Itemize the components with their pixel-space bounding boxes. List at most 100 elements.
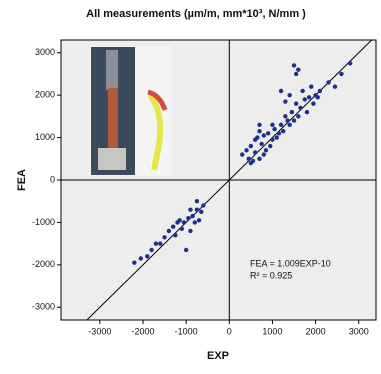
- point: [179, 226, 185, 231]
- point: [298, 105, 303, 111]
- point: [145, 254, 150, 259]
- photo-base: [98, 148, 126, 170]
- point: [246, 156, 251, 161]
- point: [149, 247, 154, 253]
- point: [347, 61, 353, 66]
- point: [300, 88, 305, 94]
- point: [296, 114, 301, 119]
- point: [306, 95, 312, 100]
- point: [252, 150, 258, 155]
- point: [270, 122, 275, 128]
- point: [311, 101, 316, 106]
- point: [268, 143, 273, 149]
- point: [304, 109, 310, 115]
- point: [244, 148, 249, 153]
- point: [291, 118, 297, 123]
- point: [153, 241, 159, 246]
- y-axis-label: FEA: [16, 169, 28, 191]
- x-tick-label: 0: [227, 326, 232, 336]
- point: [196, 218, 202, 223]
- point: [177, 218, 182, 223]
- y-tick-label: 3000: [35, 47, 55, 57]
- diagonal-line: [86, 39, 373, 321]
- point: [192, 220, 197, 225]
- point: [259, 141, 264, 147]
- point: [248, 143, 254, 149]
- fe-model: [147, 93, 164, 171]
- y-tick-label: -3000: [32, 302, 55, 312]
- point: [339, 71, 344, 77]
- y-tick-label: 1000: [35, 132, 55, 142]
- fe-model-hot: [147, 89, 168, 111]
- point: [132, 260, 137, 265]
- equation: FEA = 1.009EXP-10: [250, 258, 331, 268]
- point: [278, 122, 284, 128]
- point: [332, 84, 338, 89]
- point: [170, 224, 176, 229]
- point: [257, 122, 262, 128]
- point: [287, 92, 292, 98]
- point: [188, 228, 193, 234]
- point: [162, 235, 167, 240]
- point: [315, 95, 320, 100]
- point: [289, 109, 295, 115]
- point: [190, 213, 195, 219]
- point: [188, 207, 193, 212]
- point: [296, 67, 301, 72]
- x-tick-label: 1000: [262, 326, 282, 336]
- point: [248, 160, 254, 166]
- point: [201, 203, 206, 208]
- y-tick-label: -2000: [32, 259, 55, 269]
- point: [283, 114, 288, 119]
- point: [194, 207, 200, 212]
- photo-specimen: [108, 88, 118, 148]
- point: [199, 209, 204, 215]
- point: [293, 71, 299, 77]
- point: [278, 88, 284, 94]
- y-tick-label: 0: [50, 174, 55, 184]
- x-tick-label: -1000: [175, 326, 198, 336]
- point: [186, 215, 191, 221]
- inset-photo: [90, 46, 172, 176]
- y-tick-label: 2000: [35, 90, 55, 100]
- point: [309, 84, 314, 89]
- y-tick-label: -1000: [32, 217, 55, 227]
- point: [138, 256, 144, 261]
- point: [276, 131, 282, 136]
- point: [281, 129, 286, 134]
- point: [257, 156, 262, 161]
- x-axis-label: EXP: [207, 350, 229, 362]
- point: [261, 152, 267, 157]
- point: [257, 129, 262, 134]
- point: [240, 152, 245, 157]
- chart-title: All measurements (µm/m, mm*10³, N/mm ): [86, 8, 306, 20]
- point: [166, 228, 172, 234]
- point: [263, 148, 269, 153]
- photo-fixture: [106, 50, 118, 90]
- point: [261, 133, 267, 138]
- point: [173, 232, 178, 238]
- point: [291, 63, 297, 68]
- point: [283, 99, 288, 104]
- point: [194, 199, 200, 204]
- point: [326, 80, 331, 85]
- point: [302, 97, 308, 102]
- x-tick-label: 3000: [349, 326, 369, 336]
- x-tick-label: -2000: [131, 326, 154, 336]
- r-squared: R² = 0.925: [250, 270, 292, 280]
- point: [265, 131, 271, 136]
- point: [270, 137, 275, 142]
- point: [183, 247, 189, 253]
- point: [272, 126, 277, 132]
- point: [158, 241, 163, 246]
- point: [317, 88, 323, 94]
- x-tick-label: -3000: [88, 326, 111, 336]
- point: [287, 122, 292, 128]
- point: [293, 101, 299, 106]
- point: [285, 118, 290, 123]
- point: [252, 137, 258, 142]
- x-tick-label: 2000: [306, 326, 326, 336]
- point: [274, 135, 279, 140]
